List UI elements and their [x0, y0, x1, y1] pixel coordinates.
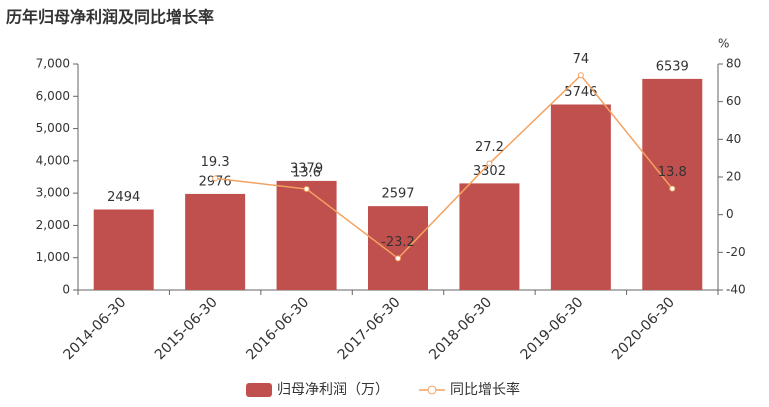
bar-value-label: 3379: [290, 161, 323, 176]
y-tick-label: 5,000: [36, 121, 70, 135]
x-tick-label: 2015-06-30: [152, 294, 221, 363]
x-tick-label: 2018-06-30: [426, 294, 495, 363]
y2-tick-label: -20: [726, 245, 746, 259]
y2-tick-label: 0: [726, 207, 734, 221]
x-tick-label: 2014-06-30: [61, 294, 130, 363]
line-point: [577, 72, 584, 79]
legend-swatch: [246, 383, 272, 397]
bar-value-label: 2597: [381, 187, 414, 202]
line-value-label: -23.2: [381, 235, 415, 250]
line-point: [303, 186, 310, 193]
bar: [185, 193, 246, 290]
y-tick-label: 7,000: [36, 57, 70, 71]
line-value-label: 13.8: [658, 165, 687, 180]
y2-tick-label: 40: [726, 132, 741, 146]
bar-value-label: 2976: [199, 174, 232, 189]
chart-title: 历年归母净利润及同比增长率: [6, 8, 214, 27]
y2-tick-label: 60: [726, 94, 741, 108]
bar-value-label: 3302: [473, 164, 506, 179]
bar: [642, 78, 703, 290]
bar-value-label: 2494: [107, 190, 140, 205]
bar: [276, 180, 337, 290]
legend-label: 同比增长率: [450, 381, 520, 398]
line-value-label: 13.6: [292, 166, 321, 181]
bar-value-label: 5746: [564, 85, 597, 100]
line-value-label: 74: [573, 52, 590, 67]
y2-unit-label: %: [718, 37, 729, 51]
line-value-label: 19.3: [201, 155, 230, 170]
y-tick-label: 3,000: [36, 186, 70, 200]
y2-tick-label: 80: [726, 57, 741, 71]
line-point: [395, 255, 401, 262]
y-tick-label: 2,000: [36, 218, 70, 232]
y-tick-label: 6,000: [36, 89, 70, 103]
line: [215, 74, 673, 260]
bar: [93, 209, 154, 290]
y-tick-label: 4,000: [36, 153, 70, 167]
x-tick-label: 2019-06-30: [518, 294, 587, 363]
x-tick-label: 2017-06-30: [335, 294, 404, 363]
y2-tick-label: -40: [726, 283, 746, 297]
y-tick-label: 0: [62, 283, 70, 297]
bar: [368, 206, 428, 290]
x-tick-label: 2016-06-30: [243, 294, 312, 363]
legend-label: 归母净利润（万）: [277, 381, 389, 398]
line-value-label: 27.2: [475, 140, 504, 155]
y-tick-label: 1,000: [36, 250, 70, 264]
legend-swatch-point: [427, 385, 437, 395]
line-point: [669, 185, 676, 192]
y2-tick-label: 20: [726, 170, 741, 184]
bar-value-label: 6539: [656, 59, 689, 74]
bar: [459, 183, 520, 290]
x-tick-label: 2020-06-30: [609, 294, 678, 363]
line-point: [212, 175, 219, 182]
bar: [550, 104, 611, 290]
line-point: [486, 160, 493, 167]
